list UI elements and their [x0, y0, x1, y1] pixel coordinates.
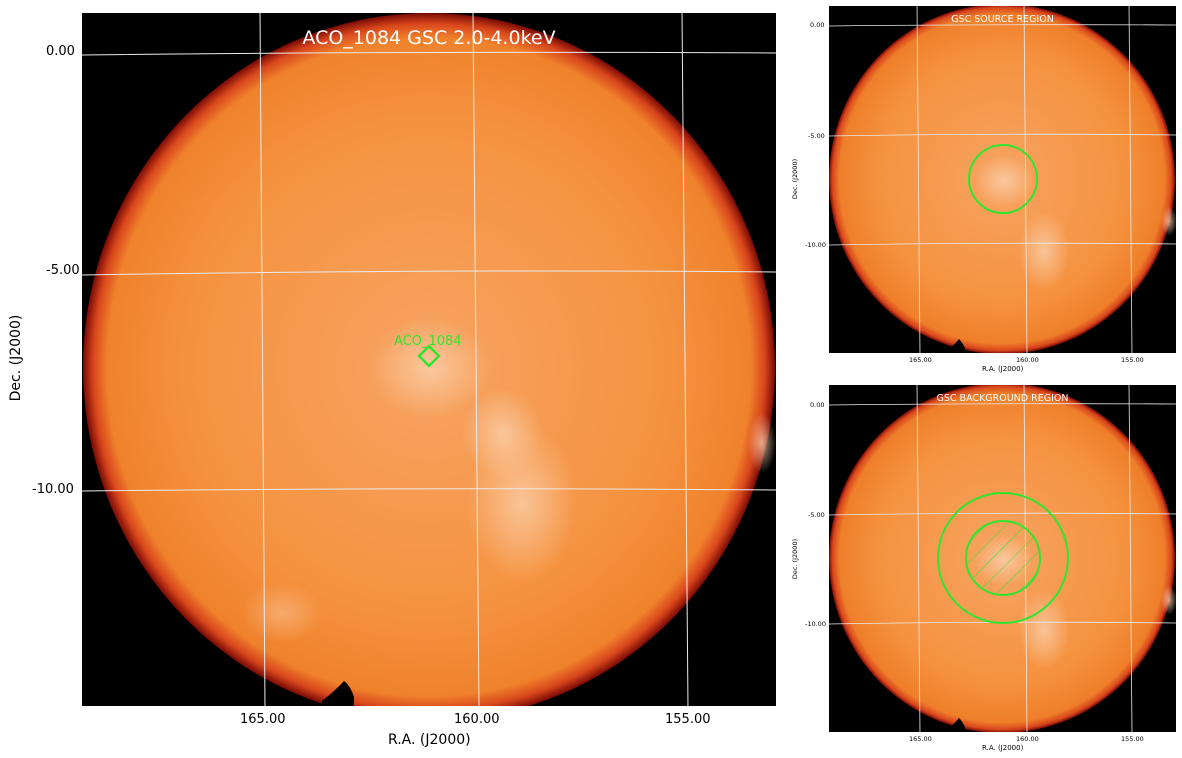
background-region-image[interactable]: GSC BACKGROUND REGION: [829, 385, 1176, 732]
main-image-svg: [82, 13, 776, 706]
source-x-tick-2: 155.00: [1121, 356, 1144, 364]
background-y-tick-1: -5.00: [808, 511, 825, 519]
main-x-axis-label: R.A. (J2000): [388, 732, 471, 748]
main-y-tick-1: -5.00: [46, 263, 80, 278]
bright-patch: [1018, 211, 1070, 291]
main-y-axis-label: Dec. (J2000): [8, 314, 24, 402]
main-x-tick-1: 160.00: [454, 712, 500, 727]
background-outer-circle: [937, 492, 1069, 624]
main-y-tick-2: -10.00: [32, 482, 74, 497]
source-region-image[interactable]: GSC SOURCE REGION: [829, 6, 1176, 353]
bright-patch: [1161, 585, 1176, 615]
main-title: ACO_1084 GSC 2.0-4.0keV: [302, 27, 556, 49]
coordinate-grid: [82, 13, 776, 706]
bright-patch: [1018, 590, 1070, 670]
background-y-tick-0: 0.00: [810, 401, 825, 409]
bright-patch: [1161, 206, 1176, 236]
detector-notch: [947, 339, 965, 353]
source-y-axis-label: Dec. (J2000): [791, 158, 799, 200]
bright-patch: [462, 388, 542, 478]
bright-patch: [974, 155, 1034, 207]
main-x-tick-0: 165.00: [240, 712, 286, 727]
main-x-tick-2: 155.00: [665, 712, 711, 727]
background-x-tick-1: 160.00: [1016, 735, 1039, 743]
bright-patch: [242, 583, 322, 643]
background-y-tick-2: -10.00: [805, 620, 826, 628]
detector-notch: [947, 718, 965, 732]
source-y-tick-1: -5.00: [808, 132, 825, 140]
bright-patch: [748, 413, 776, 473]
background-panel-title: GSC BACKGROUND REGION: [936, 393, 1069, 404]
bright-patch: [370, 318, 490, 418]
source-x-tick-0: 165.00: [909, 356, 932, 364]
source-region-circle: [968, 144, 1038, 214]
background-x-tick-2: 155.00: [1121, 735, 1144, 743]
main-y-tick-0: 0.00: [46, 44, 75, 59]
source-marker-diamond: [417, 344, 441, 368]
background-y-axis-label: Dec. (J2000): [791, 538, 799, 580]
source-x-tick-1: 160.00: [1016, 356, 1039, 364]
background-x-tick-0: 165.00: [909, 735, 932, 743]
detector-notch: [322, 681, 354, 706]
background-x-axis-label: R.A. (J2000): [982, 744, 1024, 752]
source-panel-title: GSC SOURCE REGION: [951, 14, 1054, 25]
coordinate-grid: [829, 6, 1176, 353]
exclusion-hatch: [966, 521, 1040, 595]
background-inner-circle: [965, 520, 1041, 596]
source-y-tick-0: 0.00: [810, 21, 825, 29]
source-x-axis-label: R.A. (J2000): [982, 365, 1024, 373]
background-image-svg: [829, 385, 1176, 732]
source-y-tick-2: -10.00: [805, 241, 826, 249]
source-label: ACO_1084: [394, 334, 462, 349]
main-sky-image[interactable]: ACO_1084 GSC 2.0-4.0keV ACO_1084: [82, 13, 776, 706]
source-image-svg: [829, 6, 1176, 353]
